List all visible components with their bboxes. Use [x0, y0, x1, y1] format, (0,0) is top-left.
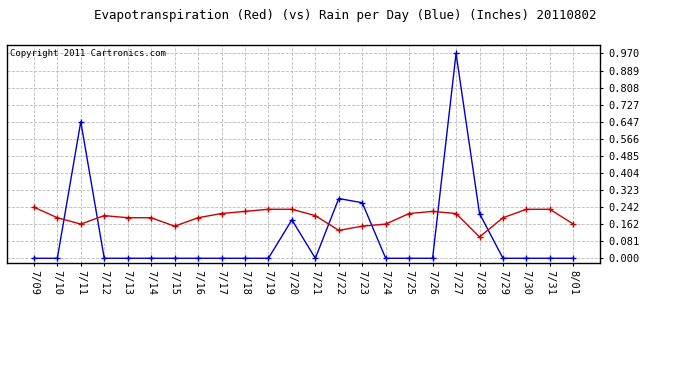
Text: Copyright 2011 Cartronics.com: Copyright 2011 Cartronics.com — [10, 50, 166, 58]
Text: Evapotranspiration (Red) (vs) Rain per Day (Blue) (Inches) 20110802: Evapotranspiration (Red) (vs) Rain per D… — [94, 9, 596, 22]
